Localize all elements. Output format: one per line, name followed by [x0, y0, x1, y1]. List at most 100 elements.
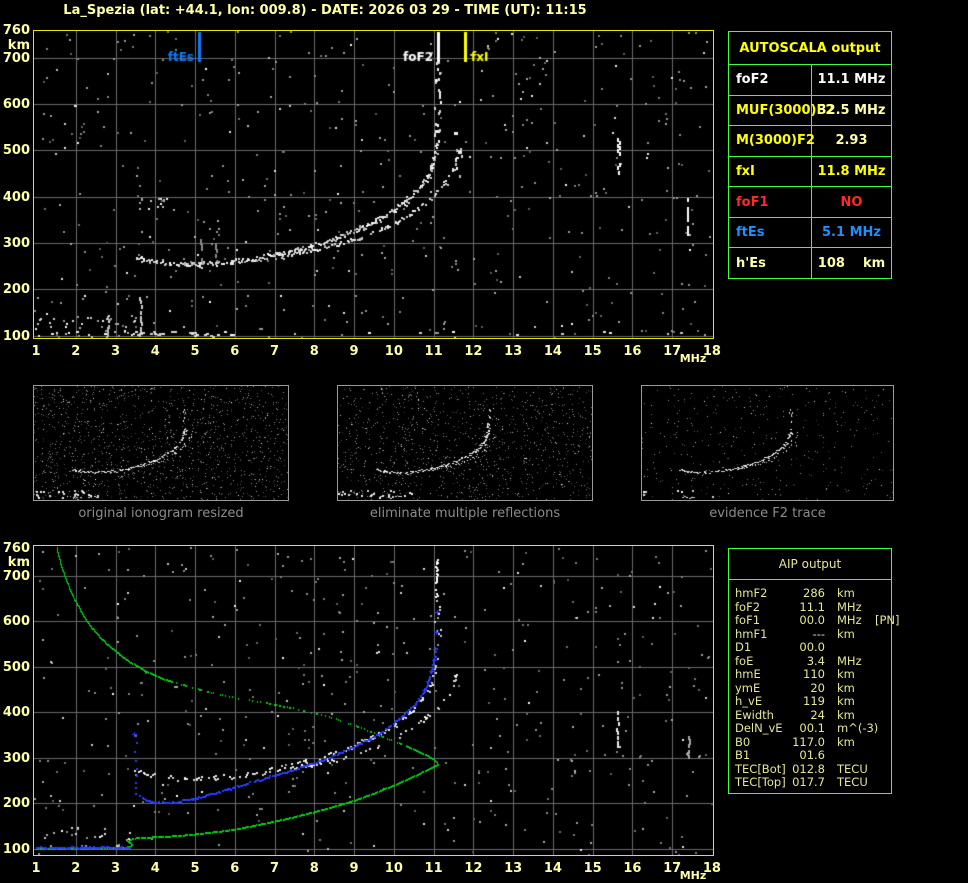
- aip-row: DelN_vE 00.1 m^(-3): [735, 722, 891, 736]
- autoscala-row-label: foF2: [729, 65, 812, 95]
- aip-row-label: ymE: [735, 680, 761, 695]
- aip-row-note: [PN]: [875, 613, 900, 627]
- aip-row-value: 00.1: [799, 721, 825, 735]
- x-tick-label: 15: [583, 861, 602, 876]
- autoscala-table-rows: foF2 11.1 MHz MUF(3000)F2 32.5 MHz M(3000)F2…: [729, 65, 891, 279]
- x-tick-label: 12: [464, 861, 483, 876]
- aip-row-note: [875, 736, 891, 750]
- aip-row-label: hmF1: [735, 626, 768, 641]
- aip-row-value: 012.8: [792, 761, 825, 776]
- aip-row-unit: MHz: [837, 653, 862, 668]
- y-tick-label: 100: [2, 328, 30, 344]
- aip-row-value: 00.0: [799, 613, 825, 627]
- aip-row-label: foF1: [735, 613, 761, 627]
- x-tick-label: 4: [150, 861, 160, 876]
- autoscala-row-value: 108 km: [817, 255, 886, 271]
- aip-row-note: [875, 763, 891, 777]
- aip-row-label: TEC[Bot]: [735, 761, 786, 776]
- aip-row-note: [875, 668, 891, 682]
- y-tick-label: 700: [2, 50, 30, 66]
- autoscala-row-value: NO: [840, 194, 863, 210]
- y-tick-label: 400: [2, 705, 30, 721]
- aip-row: ymE 20 km: [735, 680, 891, 696]
- aip-row-unit: m^(-3): [837, 721, 879, 735]
- autoscala-output-table: AUTOSCALA output foF2 11.1 MHz MUF(3000)F2…: [728, 31, 892, 279]
- bottom-plot-y-unit-label: km: [7, 555, 30, 570]
- aip-row-unit: km: [837, 626, 855, 641]
- aip-row-note: [875, 601, 891, 615]
- autoscala-row: h'Es 108 km: [729, 248, 891, 279]
- aip-row: hmF2 286 km: [735, 587, 891, 601]
- x-tick-label: 7: [270, 344, 280, 359]
- aip-row-note: [875, 776, 891, 790]
- y-tick-label: 760: [2, 541, 30, 557]
- x-tick-label: 18: [702, 344, 721, 359]
- thumbnail-original-canvas: [34, 386, 288, 500]
- autoscala-row-value: 11.8 MHz: [817, 164, 886, 180]
- aip-row: D1 00.0: [735, 641, 891, 655]
- x-tick-label: 7: [270, 861, 280, 876]
- y-tick-label: 760: [2, 23, 30, 38]
- aip-row-note: [875, 641, 891, 655]
- autoscala-row-label: M(3000)F2: [729, 126, 815, 156]
- aip-row-unit: km: [837, 680, 855, 695]
- autoscala-row-label: MUF(3000)F2: [729, 95, 834, 126]
- aip-row-value: 117.0: [792, 734, 825, 749]
- aip-row-label: Ewidth: [735, 707, 774, 722]
- y-tick-label: 300: [2, 236, 30, 252]
- page-title: La_Spezia (lat: +44.1, lon: 009.8) - DAT…: [63, 3, 587, 18]
- aip-row-value: 01.6: [799, 748, 825, 762]
- aip-row-label: B1: [735, 748, 751, 762]
- thumbnail-multiple-reflections: [337, 385, 593, 501]
- aip-row-unit: TECU: [837, 761, 868, 776]
- x-tick-label: 1: [31, 344, 41, 359]
- x-tick-label: 17: [663, 861, 682, 876]
- aip-row: TEC[Bot] 012.8 TECU: [735, 761, 891, 777]
- thumbnail-caption-reflections: eliminate multiple reflections: [369, 506, 561, 521]
- x-tick-label: 3: [110, 861, 121, 876]
- x-tick-label: 9: [349, 861, 359, 876]
- autoscala-row: M(3000)F2 2.93: [729, 126, 891, 157]
- y-tick-label: 600: [2, 614, 30, 630]
- aip-output-table: AIP output hmF2 286 km foF2 11.1 MHz foF1 00.0 M…: [728, 548, 900, 794]
- y-tick-label: 600: [2, 97, 30, 113]
- autoscala-row-value: 11.1 MHz: [817, 72, 886, 88]
- aip-row: Ewidth 24 km: [735, 707, 891, 723]
- aip-row: B1 01.6: [735, 749, 891, 763]
- autoscala-row-label: h'Es: [729, 248, 812, 279]
- y-tick-label: 500: [2, 659, 30, 675]
- top-ionogram-canvas: [34, 31, 713, 338]
- aip-row-unit: MHz: [837, 613, 862, 627]
- autoscala-row-value: 32.5 MHz: [817, 102, 886, 118]
- aip-row-value: 3.4: [806, 653, 825, 668]
- x-tick-label: 9: [349, 344, 359, 359]
- x-tick-label: 3: [110, 344, 121, 359]
- aip-row-label: B0: [735, 734, 751, 749]
- aip-row-label: TEC[Top]: [735, 775, 786, 789]
- autoscala-row-value: 2.93: [835, 133, 868, 149]
- aip-row-value: 24: [810, 707, 825, 722]
- aip-row-unit: km: [837, 694, 855, 708]
- autoscala-row: fxI 11.8 MHz: [729, 156, 891, 188]
- aip-row-unit: km: [837, 667, 855, 681]
- aip-row: hmF1 --- km: [735, 626, 891, 642]
- aip-row: h_vE 119 km: [735, 695, 891, 709]
- aip-row-value: 286: [803, 586, 825, 600]
- aip-row-note: [875, 709, 891, 723]
- autoscala-row-label: fxI: [729, 156, 812, 187]
- x-tick-label: 11: [424, 344, 443, 359]
- aip-row: foF2 11.1 MHz: [735, 599, 891, 615]
- x-tick-label: 5: [190, 861, 200, 876]
- y-tick-label: 300: [2, 750, 30, 766]
- aip-row-value: 11.1: [799, 599, 825, 614]
- thumbnail-caption-original: original ionogram resized: [78, 506, 244, 521]
- top-ionogram-plot: [33, 30, 714, 339]
- aip-row-value: 119: [803, 694, 825, 708]
- top-plot-y-unit-label: km: [7, 38, 30, 53]
- aip-row: TEC[Top] 017.7 TECU: [735, 776, 891, 790]
- thumbnail-f2-trace: [641, 385, 894, 501]
- aip-row-unit: MHz: [837, 599, 862, 614]
- aip-row-note: [875, 682, 891, 696]
- x-tick-label: 11: [424, 861, 443, 876]
- autoscala-row-label: ftEs: [729, 217, 812, 248]
